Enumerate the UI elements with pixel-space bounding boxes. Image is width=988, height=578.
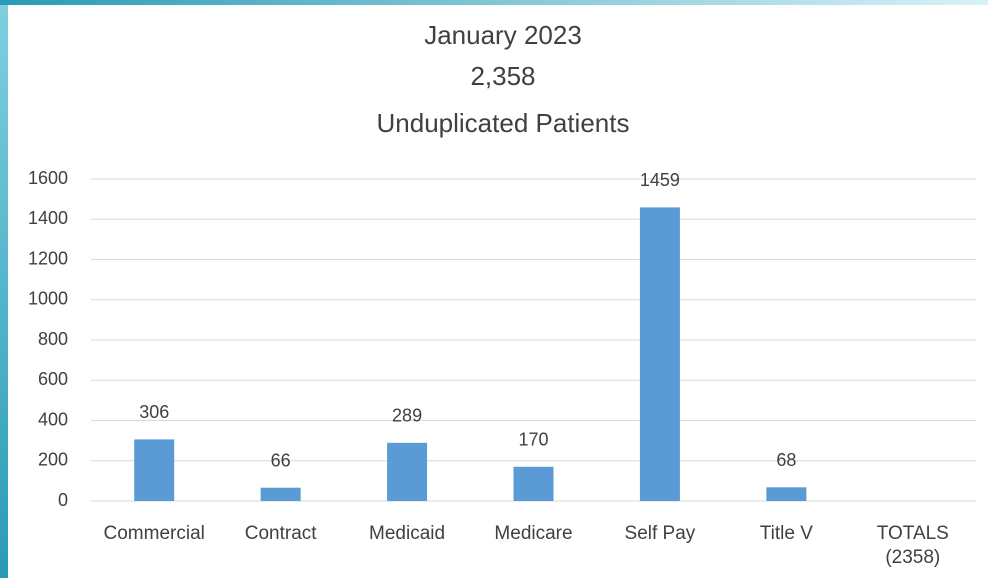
frame-left xyxy=(0,0,8,578)
y-tick-label: 800 xyxy=(38,329,68,349)
x-tick-label: Contract xyxy=(244,523,317,544)
data-label: 66 xyxy=(271,450,291,470)
y-tick-label: 0 xyxy=(58,490,68,510)
data-label: 1459 xyxy=(640,170,680,190)
data-label: 68 xyxy=(776,450,796,470)
chart-title: 2,358 xyxy=(470,61,535,91)
x-tick-label: Self Pay xyxy=(624,523,696,544)
x-tick-label: TOTALS (2358) xyxy=(876,523,949,568)
x-tick-label: Commercial xyxy=(103,523,205,544)
chart-title: January 2023 xyxy=(424,20,582,50)
bar xyxy=(513,466,554,501)
data-label: 170 xyxy=(518,430,548,450)
y-tick-label: 1200 xyxy=(28,248,68,268)
bar xyxy=(134,439,175,501)
y-tick-label: 1600 xyxy=(28,168,68,188)
y-tick-label: 400 xyxy=(38,409,68,429)
y-tick-label: 1000 xyxy=(28,289,68,309)
bar xyxy=(766,487,807,501)
bar xyxy=(639,207,680,501)
y-tick-label: 1400 xyxy=(28,208,68,228)
y-tick-label: 200 xyxy=(38,450,68,470)
data-label: 289 xyxy=(392,406,422,426)
chart-title: Unduplicated Patients xyxy=(377,108,630,138)
x-tick-label: Medicare xyxy=(494,523,573,544)
x-tick-label: Title V xyxy=(759,523,813,544)
bar xyxy=(387,442,428,501)
data-label: 306 xyxy=(139,402,169,422)
x-tick-label: Medicaid xyxy=(369,523,446,544)
y-tick-label: 600 xyxy=(38,369,68,389)
frame-top xyxy=(0,0,988,5)
bar xyxy=(260,487,301,501)
